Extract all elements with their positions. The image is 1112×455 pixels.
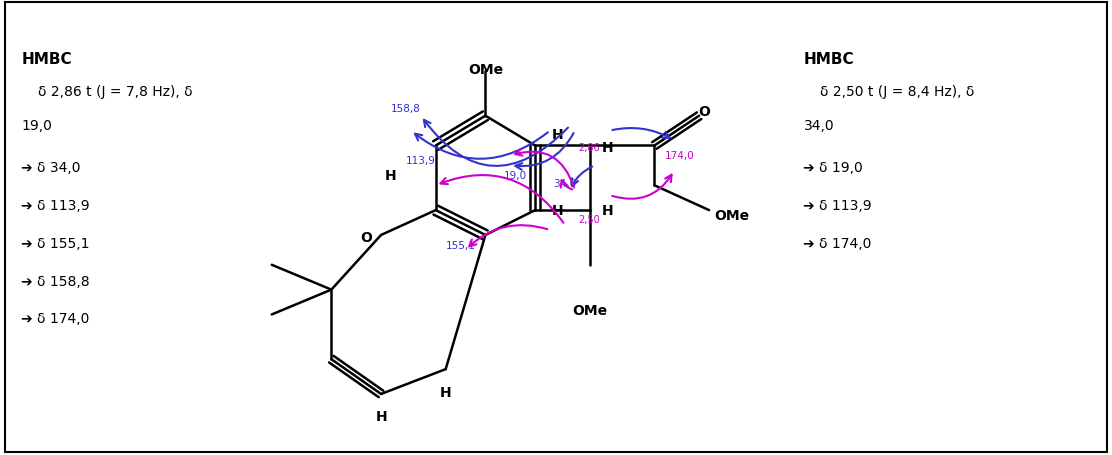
Text: H: H [553, 204, 564, 217]
FancyArrowPatch shape [613, 175, 672, 199]
Text: 174,0: 174,0 [664, 151, 694, 161]
Text: 34,0: 34,0 [804, 118, 834, 132]
Text: δ 2,86 t (J = 7,8 Hz), δ: δ 2,86 t (J = 7,8 Hz), δ [38, 85, 192, 99]
FancyArrowPatch shape [515, 150, 574, 188]
Text: H: H [375, 409, 387, 423]
Text: O: O [360, 230, 373, 244]
Text: H: H [385, 169, 397, 183]
FancyArrowPatch shape [440, 176, 564, 223]
FancyArrowPatch shape [469, 226, 547, 247]
Text: 155,1: 155,1 [446, 240, 476, 250]
FancyArrowPatch shape [613, 129, 669, 139]
FancyArrowPatch shape [515, 134, 574, 170]
Text: HMBC: HMBC [804, 52, 854, 67]
Text: ➔ δ 113,9: ➔ δ 113,9 [804, 199, 872, 212]
Text: δ 2,50 t (J = 8,4 Hz), δ: δ 2,50 t (J = 8,4 Hz), δ [821, 85, 975, 99]
FancyArrowPatch shape [560, 181, 573, 190]
FancyBboxPatch shape [6, 3, 1106, 452]
Text: 19,0: 19,0 [504, 171, 527, 181]
Text: ➔ δ 155,1: ➔ δ 155,1 [21, 237, 90, 250]
Text: H: H [440, 385, 451, 399]
Text: OMe: OMe [468, 63, 503, 77]
Text: 113,9: 113,9 [406, 156, 436, 166]
Text: H: H [602, 141, 614, 155]
Text: 2,50: 2,50 [578, 215, 599, 225]
Text: H: H [602, 204, 614, 217]
Text: OMe: OMe [573, 303, 607, 317]
Text: 2,86: 2,86 [578, 143, 599, 153]
Text: ➔ δ 174,0: ➔ δ 174,0 [804, 237, 872, 250]
Text: ➔ δ 113,9: ➔ δ 113,9 [21, 199, 90, 212]
Text: OMe: OMe [714, 208, 749, 222]
FancyArrowPatch shape [415, 133, 548, 159]
Text: 34,0: 34,0 [554, 179, 576, 189]
Text: H: H [553, 127, 564, 141]
FancyArrowPatch shape [424, 121, 568, 167]
Text: ➔ δ 19,0: ➔ δ 19,0 [804, 161, 863, 175]
Text: 158,8: 158,8 [391, 103, 420, 113]
Text: HMBC: HMBC [21, 52, 72, 67]
Text: O: O [698, 105, 711, 118]
Text: ➔ δ 174,0: ➔ δ 174,0 [21, 312, 90, 326]
Text: ➔ δ 158,8: ➔ δ 158,8 [21, 274, 90, 288]
FancyArrowPatch shape [572, 167, 593, 186]
Text: ➔ δ 34,0: ➔ δ 34,0 [21, 161, 81, 175]
Text: 19,0: 19,0 [21, 118, 52, 132]
